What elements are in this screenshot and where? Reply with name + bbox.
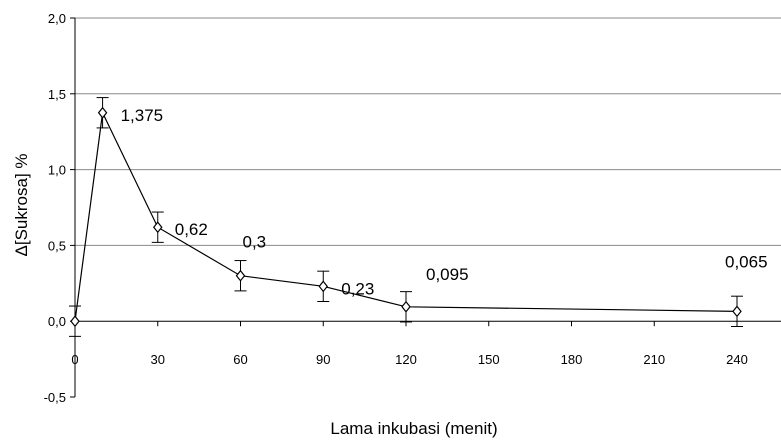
x-tick-label: 240 [726, 352, 748, 367]
x-tick-label: 90 [316, 352, 330, 367]
x-tick-label: 150 [478, 352, 500, 367]
data-label: 0,23 [341, 279, 374, 298]
x-tick-label: 210 [643, 352, 665, 367]
y-tick-label: 1,5 [48, 87, 66, 102]
data-point-marker [97, 106, 108, 119]
data-point-marker [401, 300, 411, 313]
x-tick-label: 0 [71, 352, 78, 367]
x-tick-label: 120 [395, 352, 417, 367]
gridlines [75, 17, 781, 246]
y-tick-label: 2,0 [48, 11, 66, 26]
y-tick-label: -0,5 [44, 390, 66, 405]
axes [70, 17, 781, 398]
data-point-marker [70, 315, 80, 328]
data-labels: 1,375 0,62 0,3 0,23 0,095 0,065 [121, 106, 768, 299]
data-label: 0,095 [426, 265, 469, 284]
data-point-marker [152, 221, 163, 234]
x-tick-label: 60 [233, 352, 247, 367]
data-label: 0,62 [175, 220, 208, 239]
data-label: 1,375 [121, 106, 164, 125]
data-point-marker [732, 305, 742, 318]
x-tick-label: 30 [151, 352, 165, 367]
series [69, 97, 743, 337]
data-label: 0,3 [243, 233, 267, 252]
series-line [74, 110, 738, 322]
x-axis-title: Lama inkubasi (menit) [330, 419, 497, 438]
y-axis-title: Δ[Sukrosa] % [12, 153, 31, 256]
data-label: 0,065 [725, 252, 768, 271]
y-tick-label: 0,0 [48, 314, 66, 329]
tick-labels: -0,5 0,0 0,5 1,0 1,5 2,0 0 30 60 90 120 150 180 210 24… [44, 11, 748, 405]
y-tick-label: 0,5 [48, 238, 66, 253]
x-tick-label: 180 [561, 352, 583, 367]
y-tick-label: 1,0 [48, 163, 66, 178]
data-point-marker [318, 280, 329, 293]
data-point-marker [235, 269, 246, 282]
